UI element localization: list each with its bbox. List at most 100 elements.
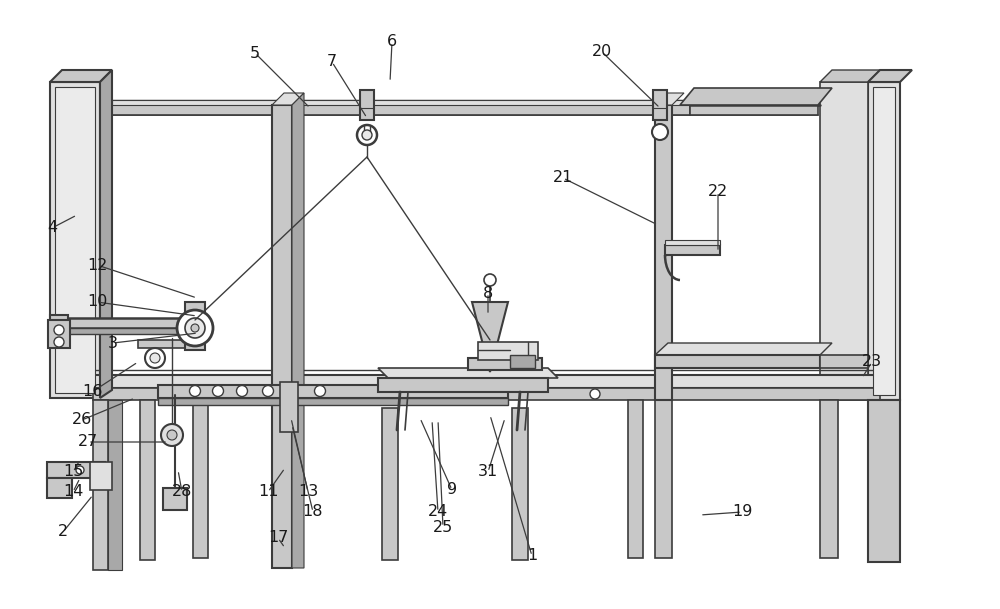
- Polygon shape: [478, 342, 538, 360]
- Circle shape: [590, 389, 600, 399]
- Text: 26: 26: [72, 412, 92, 428]
- Text: 18: 18: [303, 504, 323, 519]
- Polygon shape: [55, 318, 202, 328]
- Polygon shape: [280, 382, 298, 432]
- Polygon shape: [655, 105, 672, 400]
- Circle shape: [355, 389, 365, 399]
- Circle shape: [161, 424, 183, 446]
- Polygon shape: [512, 408, 528, 560]
- Text: 22: 22: [708, 185, 728, 200]
- Text: 9: 9: [447, 482, 457, 498]
- Circle shape: [652, 124, 668, 140]
- Polygon shape: [655, 343, 832, 355]
- Circle shape: [190, 385, 200, 396]
- Text: 6: 6: [387, 35, 397, 49]
- Polygon shape: [93, 388, 880, 400]
- Polygon shape: [472, 302, 508, 372]
- Text: 21: 21: [553, 171, 573, 186]
- Polygon shape: [873, 87, 895, 395]
- Text: 2: 2: [58, 524, 68, 540]
- Text: 28: 28: [172, 485, 192, 499]
- Polygon shape: [382, 408, 398, 560]
- Text: 24: 24: [428, 504, 448, 519]
- Polygon shape: [292, 93, 304, 568]
- Polygon shape: [55, 87, 95, 393]
- Circle shape: [167, 430, 177, 440]
- Circle shape: [185, 318, 205, 338]
- Polygon shape: [655, 400, 672, 558]
- Polygon shape: [55, 328, 202, 334]
- Polygon shape: [820, 355, 868, 368]
- Text: 16: 16: [82, 384, 102, 400]
- Polygon shape: [378, 378, 548, 392]
- Polygon shape: [820, 70, 880, 82]
- Circle shape: [76, 466, 84, 474]
- Circle shape: [177, 310, 213, 346]
- Circle shape: [54, 325, 64, 335]
- Polygon shape: [163, 488, 187, 510]
- Circle shape: [237, 385, 248, 396]
- Circle shape: [262, 385, 274, 396]
- Polygon shape: [90, 462, 112, 490]
- Polygon shape: [138, 340, 202, 348]
- Text: 17: 17: [268, 530, 288, 546]
- Polygon shape: [510, 355, 535, 368]
- Polygon shape: [468, 358, 542, 370]
- Polygon shape: [378, 368, 558, 378]
- Circle shape: [283, 404, 290, 412]
- Circle shape: [212, 385, 224, 396]
- Polygon shape: [272, 105, 292, 568]
- Polygon shape: [108, 400, 122, 570]
- Text: 7: 7: [327, 54, 337, 69]
- Polygon shape: [112, 105, 690, 115]
- Circle shape: [314, 385, 326, 396]
- Polygon shape: [158, 398, 508, 405]
- Circle shape: [484, 274, 496, 286]
- Text: 15: 15: [63, 465, 83, 479]
- Polygon shape: [360, 90, 374, 120]
- Polygon shape: [158, 385, 508, 398]
- Text: 12: 12: [87, 258, 107, 272]
- Circle shape: [357, 125, 377, 145]
- Polygon shape: [868, 70, 912, 82]
- Text: 27: 27: [78, 434, 98, 449]
- Polygon shape: [193, 400, 208, 558]
- Text: 1: 1: [527, 549, 537, 563]
- Circle shape: [150, 353, 160, 363]
- Polygon shape: [272, 93, 304, 105]
- Polygon shape: [47, 478, 72, 498]
- Polygon shape: [655, 355, 820, 368]
- Circle shape: [400, 389, 410, 399]
- Polygon shape: [93, 375, 880, 388]
- Text: 3: 3: [108, 336, 118, 351]
- Polygon shape: [112, 100, 690, 105]
- Polygon shape: [655, 93, 684, 105]
- Circle shape: [283, 417, 290, 423]
- Text: 4: 4: [47, 220, 57, 236]
- Circle shape: [191, 324, 199, 332]
- Text: 25: 25: [433, 519, 453, 535]
- Polygon shape: [93, 400, 108, 570]
- Polygon shape: [50, 82, 100, 398]
- Circle shape: [54, 337, 64, 347]
- Polygon shape: [868, 400, 900, 562]
- Circle shape: [362, 130, 372, 140]
- Polygon shape: [100, 70, 112, 398]
- Polygon shape: [628, 400, 643, 558]
- Text: 23: 23: [862, 354, 882, 370]
- Text: 11: 11: [258, 485, 278, 499]
- Text: 5: 5: [250, 46, 260, 60]
- Polygon shape: [47, 462, 105, 478]
- Circle shape: [283, 392, 290, 398]
- Text: 19: 19: [732, 504, 752, 519]
- Polygon shape: [820, 400, 838, 558]
- Polygon shape: [690, 105, 818, 115]
- Polygon shape: [868, 82, 900, 400]
- Text: 13: 13: [298, 485, 318, 499]
- Polygon shape: [690, 100, 818, 105]
- Circle shape: [145, 348, 165, 368]
- Polygon shape: [140, 400, 155, 560]
- Polygon shape: [665, 240, 720, 245]
- Polygon shape: [680, 88, 832, 105]
- Polygon shape: [50, 70, 112, 82]
